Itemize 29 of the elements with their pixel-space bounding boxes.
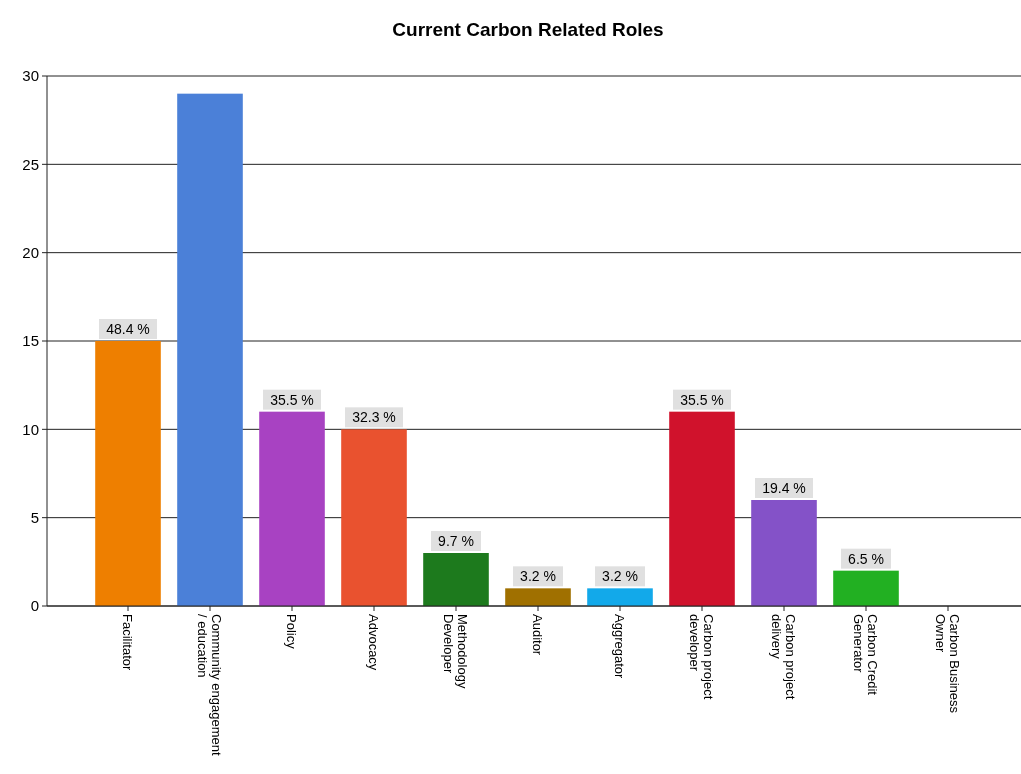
x-tick-label: Policy bbox=[284, 614, 300, 650]
y-tick-label: 10 bbox=[22, 420, 39, 438]
x-tick-label: Community engagement / education bbox=[195, 614, 225, 757]
bar bbox=[177, 93, 243, 606]
x-tick-label: Auditor bbox=[530, 614, 546, 656]
y-tick-label: 25 bbox=[22, 155, 39, 173]
x-tick-label: Carbon project delivery bbox=[769, 614, 799, 700]
y-tick-label: 15 bbox=[22, 332, 39, 350]
x-tick-label: Methodology Developer bbox=[441, 614, 471, 689]
x-tick-label: Carbon Business Owner bbox=[933, 614, 963, 714]
annotation: 9.7 % bbox=[438, 532, 474, 549]
y-tick-label: 20 bbox=[22, 243, 39, 261]
x-tick-label: Aggregator bbox=[612, 614, 628, 679]
x-tick-label: Carbon project developer bbox=[687, 614, 717, 700]
y-tick-label: 0 bbox=[30, 597, 39, 615]
annotation: 35.5 % bbox=[270, 391, 314, 408]
annotation: 19.4 % bbox=[762, 479, 806, 496]
y-tick-label: 30 bbox=[22, 67, 39, 85]
annotation: 35.5 % bbox=[680, 391, 724, 408]
x-tick-label: Carbon Credit Generator bbox=[851, 614, 881, 696]
annotation: 3.2 % bbox=[602, 568, 638, 585]
annotation: 48.4 % bbox=[106, 320, 150, 337]
annotation: 6.5 % bbox=[848, 550, 884, 567]
annotation: 3.2 % bbox=[520, 568, 556, 585]
y-tick-label: 5 bbox=[30, 508, 39, 526]
annotation: 32.3 % bbox=[352, 409, 396, 426]
x-tick-label: Advocacy bbox=[366, 614, 382, 671]
chart-title: Current Carbon Related Roles bbox=[392, 19, 664, 40]
x-tick-label: Facilitator bbox=[120, 614, 136, 672]
